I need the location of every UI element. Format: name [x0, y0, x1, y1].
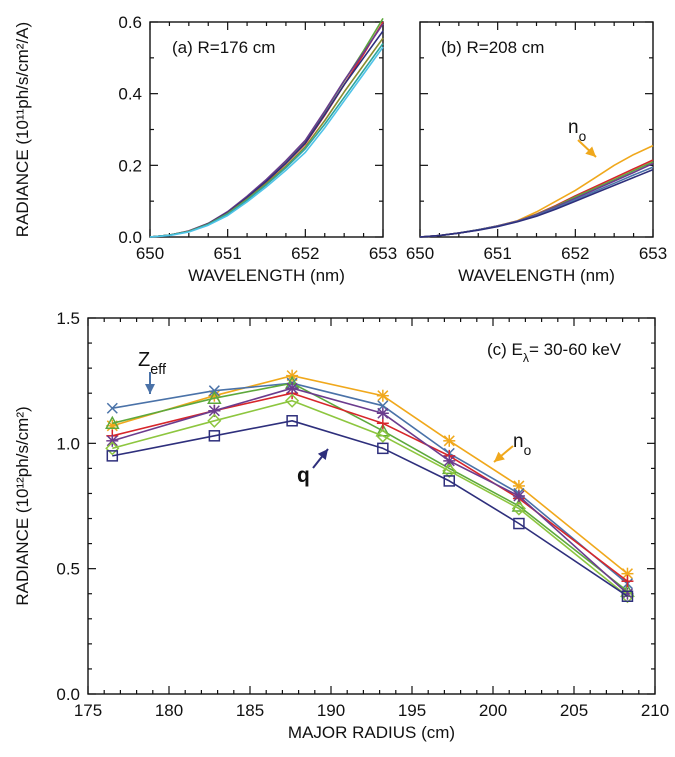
panel-c-series-line: [112, 419, 628, 597]
panel-c-frame: [87, 317, 656, 695]
x-tick-label: 650: [136, 244, 164, 263]
panel-b-series-line: [419, 168, 654, 238]
data-point: [513, 517, 525, 530]
data-point: [376, 407, 389, 420]
data-point: [621, 567, 634, 580]
panel-c-no-arrow: [493, 445, 514, 463]
y-tick-label: 0.4: [118, 85, 142, 104]
data-point: [106, 434, 119, 447]
data-point: [443, 475, 456, 487]
y-tick-label: 0.0: [56, 685, 80, 704]
data-point: [285, 393, 300, 408]
data-point: [511, 501, 526, 516]
x-tick-label: 205: [560, 701, 588, 720]
panel-a-series-line: [149, 43, 384, 238]
panel-b-series-line: [419, 159, 654, 238]
y-axis-label: RADIANCE (10¹¹ph/s/cm²/A): [13, 22, 32, 237]
data-point: [442, 463, 457, 478]
y-tick-label: 1.5: [56, 309, 80, 328]
x-tick-label: 653: [639, 244, 667, 263]
x-tick-label: 650: [406, 244, 434, 263]
data-point: [375, 428, 390, 443]
data-point: [376, 417, 389, 430]
q-arrow: [312, 448, 329, 469]
data-point: [207, 390, 222, 404]
x-tick-label: 651: [213, 244, 241, 263]
x-tick-label: 652: [561, 244, 589, 263]
data-point: [621, 590, 634, 602]
panel-a-series-line: [149, 37, 384, 238]
data-point: [208, 430, 221, 442]
panel-b-no-arrow: [577, 139, 597, 158]
panel-b-series-line: [419, 161, 654, 238]
panel-b-no-label: no: [568, 117, 587, 144]
x-axis-label: MAJOR RADIUS (cm): [288, 723, 455, 742]
y-tick-label: 1.0: [56, 434, 80, 453]
data-point: [443, 434, 456, 447]
y-tick-label: 0.0: [118, 228, 142, 247]
x-tick-label: 180: [155, 701, 183, 720]
panel-c-series-line: [112, 399, 629, 597]
x-tick-label: 653: [369, 244, 397, 263]
q-label: q: [297, 464, 310, 487]
x-axis-label: WAVELENGTH (nm): [458, 266, 615, 285]
data-point: [621, 575, 634, 588]
panel-a-series-line: [149, 46, 384, 238]
data-point: [207, 413, 222, 428]
x-tick-label: 651: [483, 244, 511, 263]
y-tick-label: 0.5: [56, 560, 80, 579]
panel-c-title: (c) Eλ= 30-60 keV: [487, 340, 622, 365]
zeff-arrow: [145, 372, 155, 394]
panel-b-series-line: [419, 144, 654, 238]
x-axis-label: WAVELENGTH (nm): [188, 266, 345, 285]
y-tick-label: 0.2: [118, 156, 142, 175]
data-point: [376, 389, 389, 402]
x-tick-label: 190: [317, 701, 345, 720]
y-tick-label: 0.6: [118, 13, 142, 32]
x-tick-label: 185: [236, 701, 264, 720]
data-point: [105, 441, 120, 456]
panel-c-series-line: [112, 382, 628, 592]
x-tick-label: 200: [479, 701, 507, 720]
panel-a-title: (a) R=176 cm: [172, 38, 275, 57]
panel-b-series-line: [419, 162, 654, 238]
data-point: [377, 442, 389, 455]
panel-c-series-line: [112, 382, 629, 585]
data-point: [286, 382, 299, 395]
panel-c-no-label: no: [513, 431, 532, 458]
panel-a-series-line: [149, 30, 384, 238]
data-point: [286, 415, 298, 427]
panel-c-series-line: [112, 392, 628, 582]
data-point: [512, 489, 525, 502]
y-axis-label: RADIANCE (10¹²ph/s/cm²): [13, 406, 32, 605]
data-point: [106, 402, 118, 414]
x-tick-label: 195: [398, 701, 426, 720]
x-tick-label: 210: [641, 701, 669, 720]
panel-b-title: (b) R=208 cm: [441, 38, 544, 57]
x-tick-label: 652: [291, 244, 319, 263]
data-point: [106, 450, 119, 462]
x-tick-label: 175: [74, 701, 102, 720]
zeff-label: Zeff: [138, 349, 167, 378]
data-point: [105, 415, 120, 430]
